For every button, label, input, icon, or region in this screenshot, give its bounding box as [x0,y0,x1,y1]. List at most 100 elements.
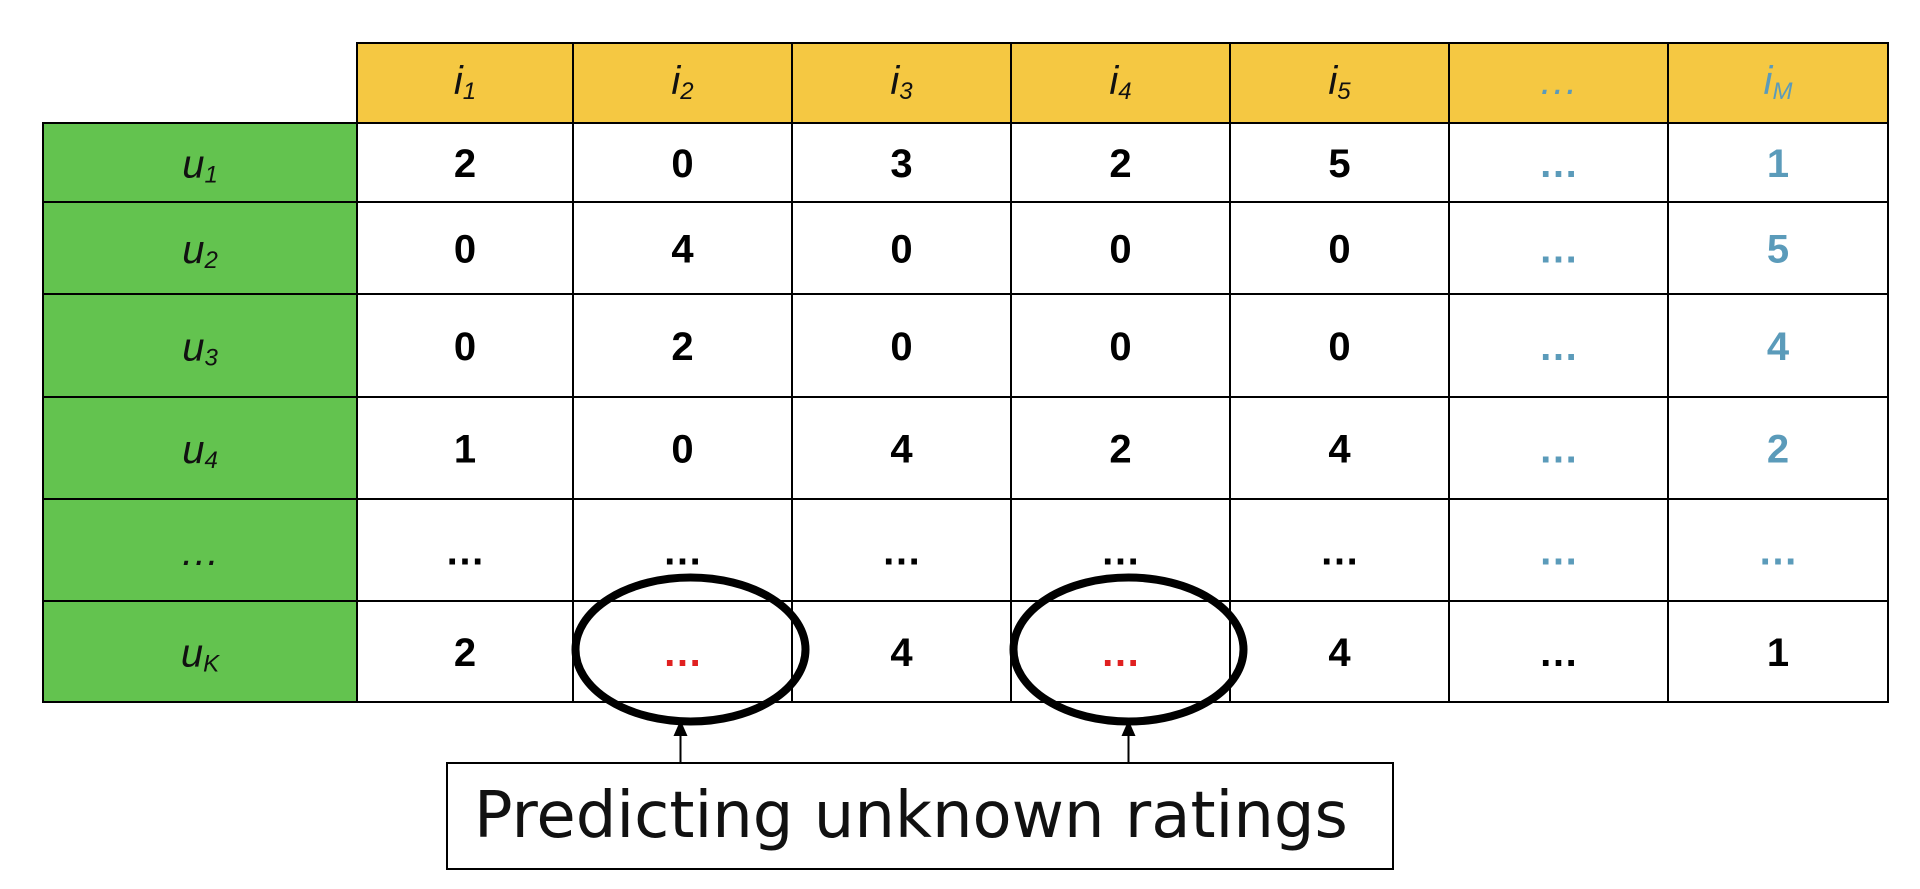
rating-cell [1229,498,1450,602]
row-label: u4 [182,428,218,475]
column-header-cell [356,42,574,124]
rating-value: 0 [671,142,693,186]
rating-value: … [1539,530,1579,574]
rating-value: 1 [1767,631,1789,675]
rating-value: … [1758,530,1798,574]
rating-value: 4 [1767,325,1790,369]
rating-value: 2 [1767,428,1789,472]
rating-value: … [1539,325,1579,369]
rating-value: … [445,530,485,574]
row-label: u3 [182,325,218,372]
rating-value: 0 [454,228,476,272]
rating-value: … [663,530,703,574]
rating-cell [356,201,574,295]
row-label-cell [42,201,358,295]
rating-value: 2 [454,631,476,675]
rating-value: … [882,530,922,574]
pointer-arrowhead [1121,720,1136,736]
rating-value: 1 [1767,142,1789,186]
rating-value: 0 [1328,325,1350,369]
rating-value: 0 [454,325,476,369]
rating-cell [1667,201,1889,295]
rating-value: … [1320,530,1360,574]
rating-cell [1448,201,1669,295]
rating-cell [1010,396,1231,500]
column-header-label: i2 [671,59,693,106]
rating-cell [572,201,793,295]
rating-cell [1229,293,1450,398]
rating-value: 0 [1109,228,1131,272]
rating-value: … [1101,530,1141,574]
rating-cell [1010,122,1231,203]
rating-cell [1667,122,1889,203]
column-header-label: i3 [890,59,913,106]
callout-box: Predicting unknown ratings [446,762,1394,870]
column-header-cell [1448,42,1669,124]
rating-value: 0 [671,428,693,472]
row-label-cell [42,498,358,602]
rating-value: 0 [890,228,912,272]
rating-cell [791,600,1012,703]
rating-cell [1667,293,1889,398]
rating-value: 4 [890,631,913,675]
rating-cell [572,396,793,500]
rating-value: … [1539,142,1579,186]
rating-cell [791,122,1012,203]
pointer-arrowhead [673,720,688,736]
rating-value: 5 [1328,142,1350,186]
rating-cell [791,201,1012,295]
row-label: u2 [182,228,218,275]
column-header-label: i5 [1328,59,1351,106]
rating-cell [791,498,1012,602]
column-header-cell [1667,42,1889,124]
column-header-label: i1 [454,59,476,106]
rating-value: 3 [890,142,912,186]
rating-cell [356,122,574,203]
rating-cell [1010,293,1231,398]
rating-cell [1448,293,1669,398]
unknown-rating-value: … [663,631,703,675]
column-header-label: … [1539,59,1579,103]
rating-value: 4 [1328,631,1351,675]
highlight-ellipse [571,573,810,726]
rating-cell [356,600,574,703]
rating-value: 0 [890,325,912,369]
rating-cell [572,122,793,203]
rating-value: 4 [890,428,913,472]
rating-value: 2 [1109,428,1131,472]
rating-cell [1229,122,1450,203]
rating-value: 0 [1109,325,1131,369]
rating-value: 2 [454,142,476,186]
column-header-cell [572,42,793,124]
rating-cell [1667,498,1889,602]
rating-cell [356,293,574,398]
rating-cell [1667,600,1889,703]
column-header-label: i4 [1109,59,1131,106]
rating-cell [1229,600,1450,703]
rating-value: 4 [1328,428,1351,472]
row-label: u1 [182,142,218,189]
rating-cell [572,600,793,703]
rating-cell [1667,396,1889,500]
callout-text: Predicting unknown ratings [474,779,1348,853]
rating-value: 0 [1328,228,1350,272]
rating-value: 4 [671,228,694,272]
rating-value: 2 [1109,142,1131,186]
column-header-label: iM [1764,59,1793,106]
rating-value: … [1539,631,1579,675]
rating-cell [356,498,574,602]
rating-cell [1448,122,1669,203]
rating-value: 2 [671,325,693,369]
column-header-cell [1010,42,1231,124]
rating-value: 1 [454,428,476,472]
rating-value: 5 [1767,228,1789,272]
row-label-cell [42,396,358,500]
row-label: … [180,530,220,574]
rating-cell [1448,600,1669,703]
rating-cell [791,293,1012,398]
rating-cell [1010,498,1231,602]
rating-value: … [1539,228,1579,272]
unknown-rating-value: … [1101,631,1141,675]
rating-value: … [1539,428,1579,472]
